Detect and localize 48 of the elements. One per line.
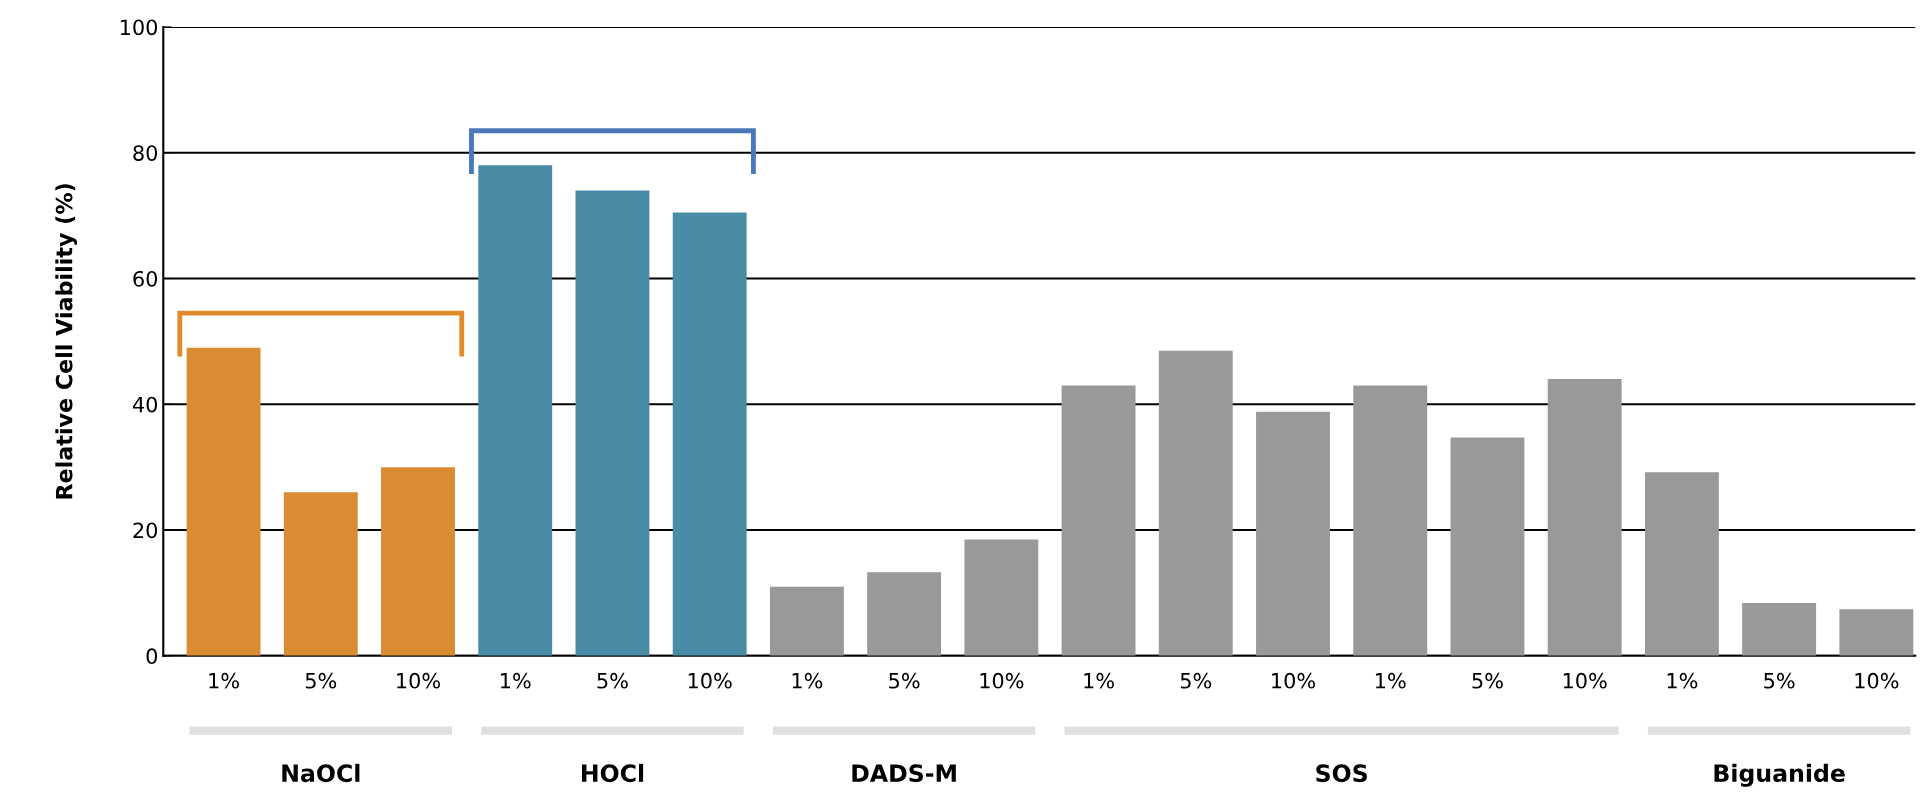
x-tick-label: 1% <box>209 672 239 689</box>
x-tick-label: 1% <box>792 672 823 689</box>
bar <box>478 165 553 656</box>
x-tick-label: 10% <box>688 672 732 689</box>
text: NaOCl <box>282 763 360 783</box>
bar <box>964 539 1039 656</box>
x-tick-label: 1% <box>500 672 531 689</box>
x-tick-label: 5% <box>1764 672 1795 689</box>
x-tick-label: 1% <box>1667 672 1698 689</box>
bar <box>186 347 261 656</box>
text: SOS <box>1316 764 1367 783</box>
bar <box>1839 609 1914 656</box>
bar <box>1353 385 1428 656</box>
bar <box>283 492 358 656</box>
text: HOCl <box>582 763 644 783</box>
bar <box>575 190 650 656</box>
bar <box>672 212 747 656</box>
x-tick-label: 10% <box>1855 672 1899 689</box>
x-tick-label: 5% <box>1472 672 1503 689</box>
x-tick-label: 10% <box>397 672 441 689</box>
x-tick-label: 5% <box>1180 672 1212 689</box>
y-tick-label: 40 <box>132 396 158 413</box>
x-tick-label: 10% <box>980 672 1024 689</box>
y-tick-label: 80 <box>133 145 158 161</box>
x-tick-label: 10% <box>1272 672 1316 689</box>
bar <box>1547 379 1622 656</box>
x-tick-label: 1% <box>1376 672 1406 689</box>
x-tick-label: 5% <box>597 672 628 689</box>
x-tick-label: 10% <box>1563 672 1607 689</box>
bar <box>867 572 942 656</box>
y-tick-label: 60 <box>133 270 158 287</box>
text: DADS-M <box>852 764 956 783</box>
bar <box>381 467 455 656</box>
y-tick-label: 20 <box>133 522 158 539</box>
y-tick-label: 0 <box>146 648 158 665</box>
x-tick-label: 5% <box>889 672 920 689</box>
x-tick-label: 1% <box>1084 672 1114 689</box>
bar <box>1644 472 1719 656</box>
bar <box>1158 350 1233 656</box>
bar <box>1450 437 1525 656</box>
bar <box>769 586 844 656</box>
text: Biguanide <box>1714 763 1845 787</box>
x-tick-label: 5% <box>305 672 337 689</box>
bar <box>1061 385 1136 656</box>
y-tick-label: 100 <box>120 19 158 36</box>
bar <box>1256 411 1330 656</box>
y-axis-title: Relative Cell Viability (%) <box>55 184 77 499</box>
bar <box>1742 602 1817 656</box>
